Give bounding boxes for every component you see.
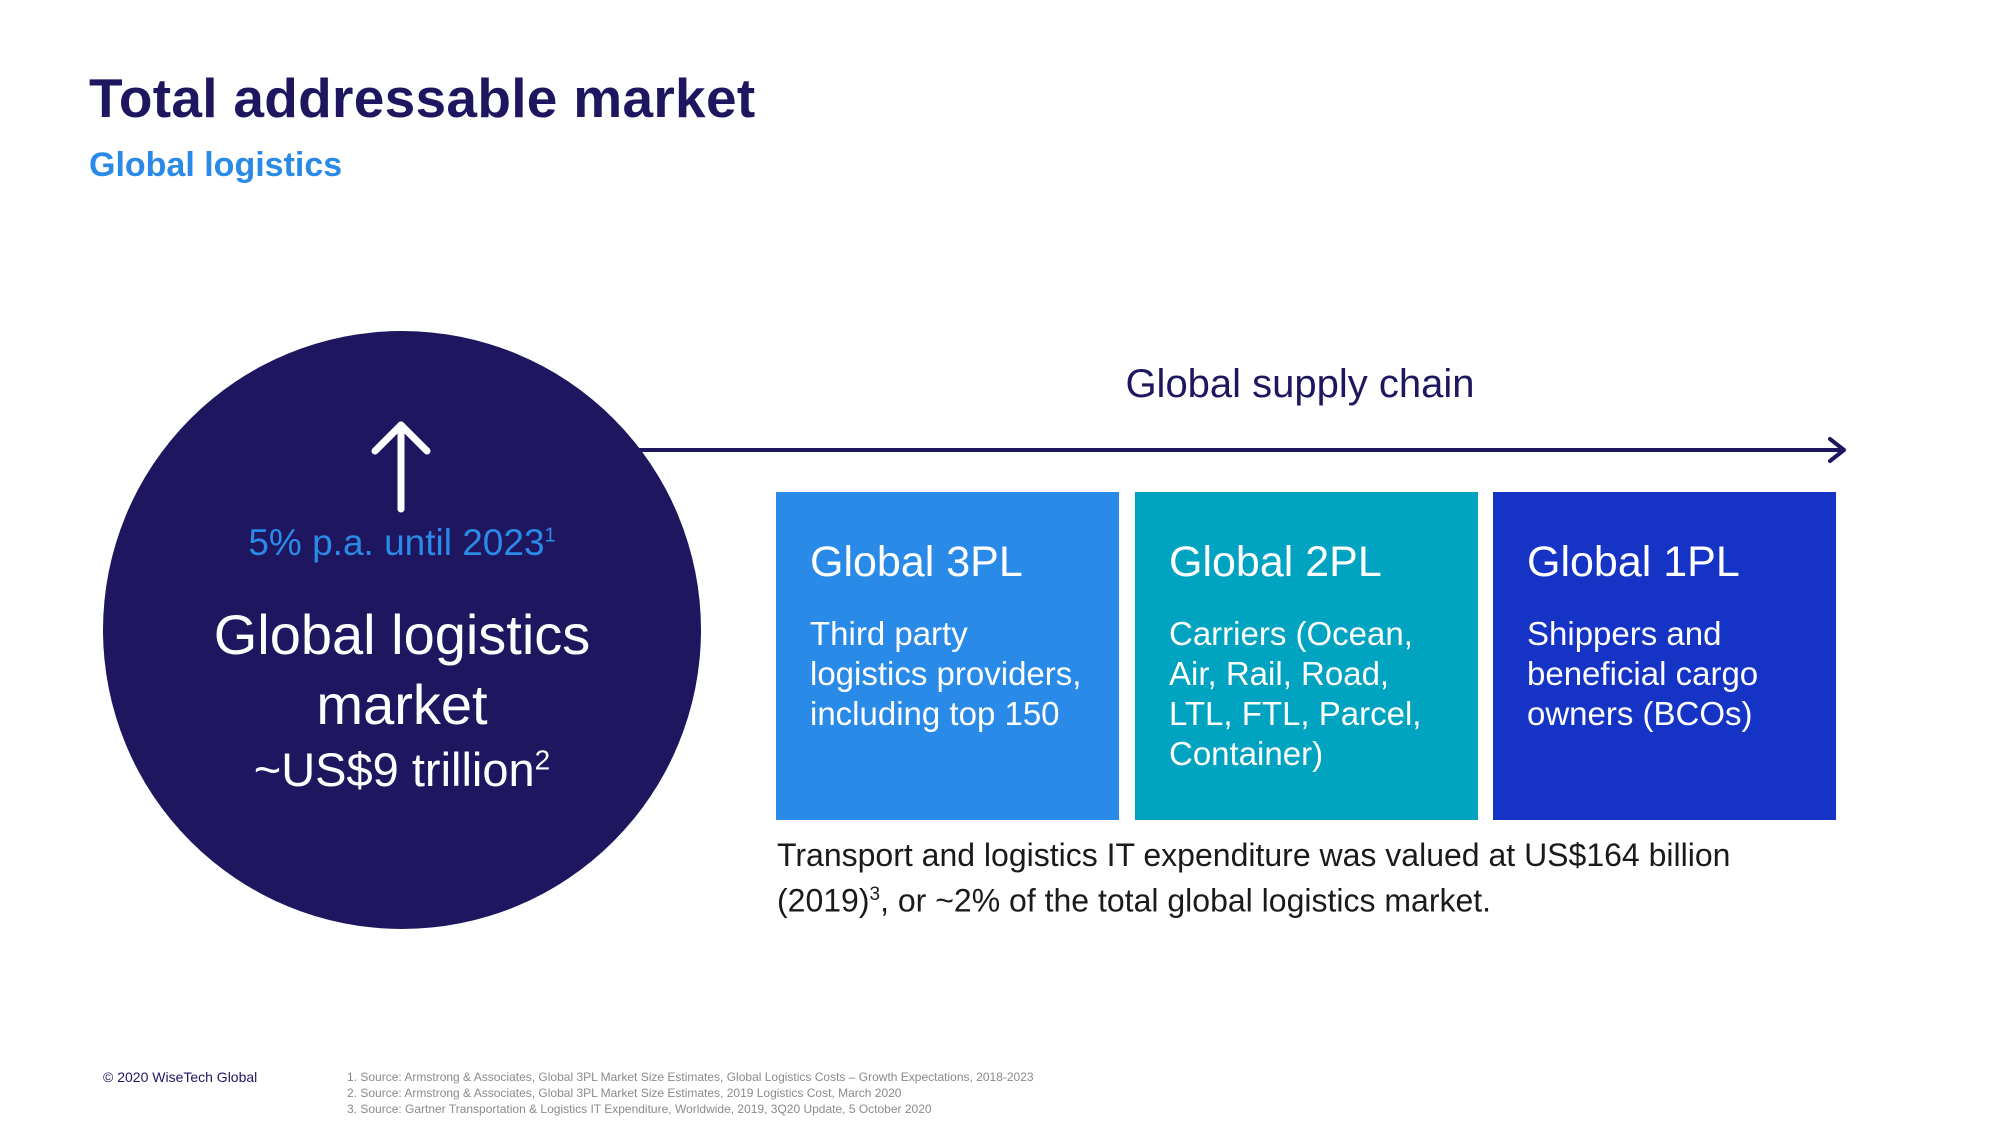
segment-description: Third party logistics providers, includi… <box>810 615 1082 732</box>
growth-rate: 5% p.a. until 20231 <box>163 522 641 564</box>
footnotes: 1. Source: Armstrong & Associates, Globa… <box>347 1069 1034 1117</box>
segment-box-1pl: Global 1PL Shippers and beneficial cargo… <box>1493 492 1836 820</box>
footnote-1: 1. Source: Armstrong & Associates, Globa… <box>347 1070 1034 1084</box>
market-value-footnote-ref: 2 <box>534 744 551 776</box>
market-value: ~US$9 trillion2 <box>143 742 661 797</box>
copyright: © 2020 WiseTech Global <box>103 1069 258 1085</box>
supply-chain-arrow-icon <box>630 437 1846 463</box>
it-note-text-1: Transport and logistics IT expenditure w… <box>777 837 1731 919</box>
segment-description: Carriers (Ocean, Air, Rail, Road, LTL, F… <box>1169 615 1422 772</box>
segment-description: Shippers and beneficial cargo owners (BC… <box>1527 615 1759 732</box>
page-subtitle: Global logistics <box>89 146 343 184</box>
market-value-text: ~US$9 trillion <box>253 743 535 796</box>
footnote-3: 3. Source: Gartner Transportation & Logi… <box>347 1102 932 1116</box>
it-note-footnote-ref: 3 <box>869 884 881 905</box>
growth-rate-footnote-ref: 1 <box>544 524 556 547</box>
it-note-text-2: , or ~2% of the total global logistics m… <box>880 882 1483 919</box>
it-note-end: . <box>1482 882 1492 919</box>
footnote-2: 2. Source: Armstrong & Associates, Globa… <box>347 1086 902 1100</box>
supply-chain-label: Global supply chain <box>1125 362 1475 406</box>
segment-title: Global 1PL <box>1527 538 1740 586</box>
segment-title: Global 2PL <box>1169 538 1382 586</box>
market-title: Global logistics market <box>213 603 591 736</box>
up-arrow-icon <box>371 421 431 513</box>
segment-title: Global 3PL <box>810 538 1023 586</box>
it-expenditure-note: Transport and logistics IT expenditure w… <box>777 835 1777 921</box>
page-title: Total addressable market <box>89 67 756 129</box>
segment-box-3pl: Global 3PL Third party logistics provide… <box>776 492 1119 820</box>
growth-rate-text: 5% p.a. until 2023 <box>248 522 545 563</box>
segment-box-2pl: Global 2PL Carriers (Ocean, Air, Rail, R… <box>1135 492 1478 820</box>
